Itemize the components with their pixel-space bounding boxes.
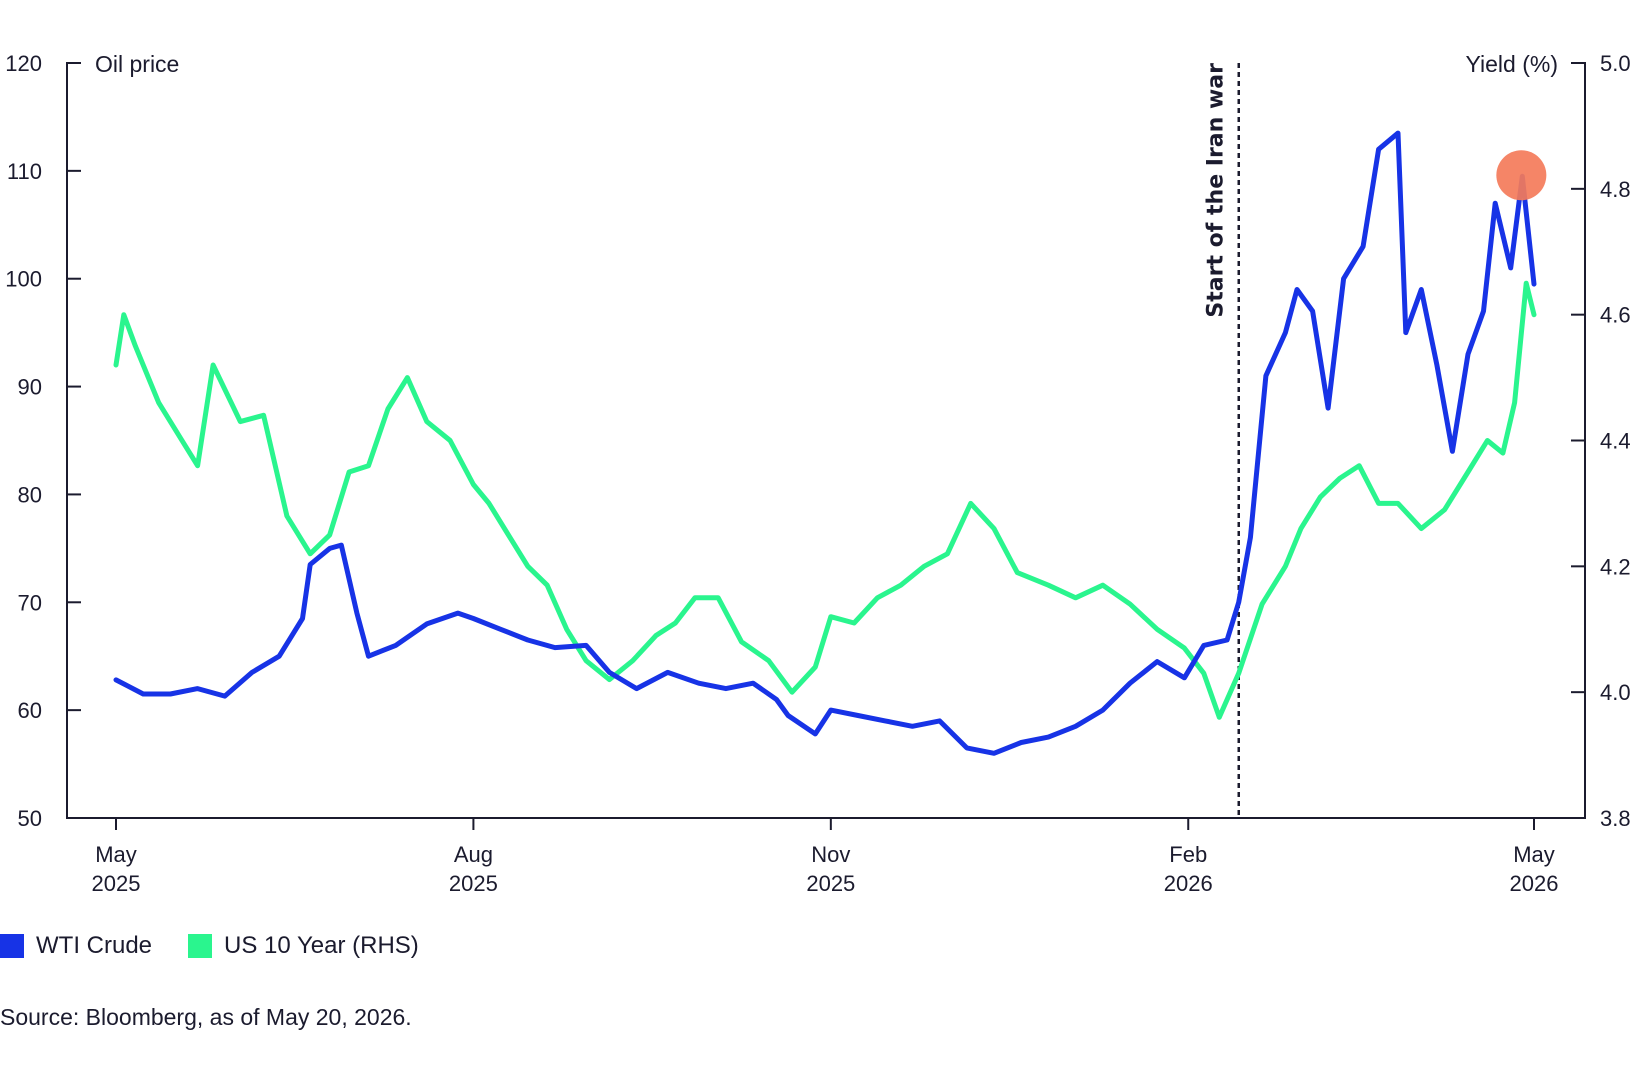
axis-labels: Oil price Yield (%) xyxy=(95,51,1558,77)
x-tick-label-year: 2025 xyxy=(449,871,498,896)
legend-label-wti: WTI Crude xyxy=(36,932,153,959)
legend: WTI Crude US 10 Year (RHS) xyxy=(0,932,455,960)
legend-item-wti: WTI Crude xyxy=(0,932,152,960)
left-tick-label: 110 xyxy=(7,159,42,184)
left-tick-label: 120 xyxy=(5,51,42,76)
legend-item-us10y: US 10 Year (RHS) xyxy=(188,932,419,960)
legend-swatch-wti xyxy=(0,934,24,958)
left-axis-title: Oil price xyxy=(95,51,179,77)
left-tick-label: 50 xyxy=(18,806,42,831)
right-tick-label: 4.4 xyxy=(1600,429,1631,454)
chart-canvas: 50 60 70 80 90 100 110 120 3.8 4.0 4.2 4.4 4.6 4.8 5.0… xyxy=(5,51,1630,896)
x-tick-label-year: 2026 xyxy=(1164,871,1213,896)
right-tick-label: 4.0 xyxy=(1600,680,1631,705)
x-tick-label-year: 2025 xyxy=(92,871,141,896)
x-tick-label-month: May xyxy=(1513,842,1555,867)
annotation-layer: Start of the Iran war xyxy=(1204,63,1240,818)
legend-label-us10y: US 10 Year (RHS) xyxy=(224,932,419,959)
annotation-label: Start of the Iran war xyxy=(1204,63,1229,318)
x-tick-label-month: Aug xyxy=(454,842,493,867)
highlight-marker xyxy=(1496,150,1547,201)
left-tick-label: 80 xyxy=(18,482,42,507)
left-tick-label: 60 xyxy=(18,698,42,723)
x-tick-label-month: Feb xyxy=(1169,842,1207,867)
us-10-year-line xyxy=(113,280,1537,720)
wti-crude-line xyxy=(113,130,1537,756)
axes: 50 60 70 80 90 100 110 120 3.8 4.0 4.2 4.4 4.6 4.8 5.0… xyxy=(5,51,1630,896)
left-tick-label: 100 xyxy=(5,267,42,292)
right-tick-label: 4.8 xyxy=(1600,177,1631,202)
x-tick-label-month: May xyxy=(95,842,137,867)
right-tick-label: 4.2 xyxy=(1600,554,1631,579)
series-layer xyxy=(113,130,1547,756)
x-tick-label-month: Nov xyxy=(811,842,850,867)
right-tick-label: 4.6 xyxy=(1600,303,1631,328)
right-tick-label: 5.0 xyxy=(1600,51,1631,76)
left-tick-label: 90 xyxy=(18,375,42,400)
legend-swatch-us10y xyxy=(188,934,213,958)
left-tick-label: 70 xyxy=(18,590,42,615)
source-note: Source: Bloomberg, as of May 20, 2026. xyxy=(0,1004,412,1030)
x-tick-label-year: 2025 xyxy=(806,871,855,896)
right-axis-title: Yield (%) xyxy=(1466,51,1558,77)
right-tick-label: 3.8 xyxy=(1600,806,1631,831)
x-tick-label-year: 2026 xyxy=(1510,871,1559,896)
